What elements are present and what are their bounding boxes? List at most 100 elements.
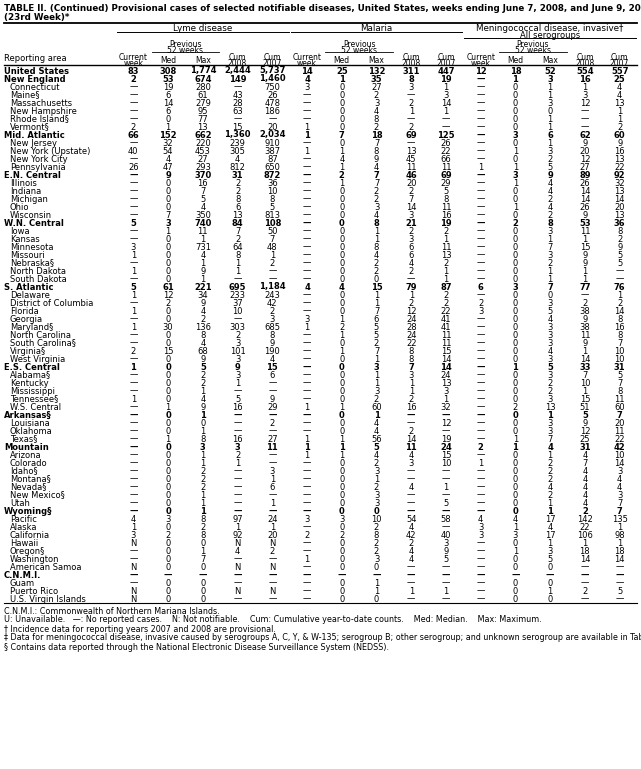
Text: 9: 9 (270, 394, 275, 404)
Text: 5: 5 (444, 187, 449, 195)
Text: 1: 1 (131, 394, 136, 404)
Text: —: — (442, 578, 450, 588)
Text: —: — (233, 507, 242, 515)
Text: 24: 24 (406, 331, 417, 339)
Text: 685: 685 (264, 322, 280, 331)
Text: —: — (407, 411, 415, 420)
Text: 0: 0 (513, 291, 518, 299)
Text: 6: 6 (165, 106, 171, 115)
Text: 243: 243 (264, 291, 280, 299)
Text: 0: 0 (547, 291, 553, 299)
Text: 4: 4 (617, 482, 622, 491)
Text: —: — (129, 482, 138, 491)
Text: 4: 4 (374, 418, 379, 428)
Text: 9: 9 (617, 138, 622, 148)
Text: 0: 0 (165, 467, 171, 475)
Text: 0: 0 (165, 427, 171, 435)
Text: 2008: 2008 (228, 59, 247, 68)
Text: 87: 87 (267, 155, 278, 164)
Text: 53: 53 (579, 218, 591, 228)
Text: 1: 1 (304, 451, 310, 460)
Text: 0: 0 (200, 538, 206, 548)
Text: —: — (476, 338, 485, 348)
Text: 1: 1 (270, 498, 275, 508)
Text: 83: 83 (128, 66, 139, 75)
Text: —: — (303, 106, 312, 115)
Text: 15: 15 (441, 451, 451, 460)
Text: —: — (303, 338, 312, 348)
Text: 0: 0 (513, 258, 518, 268)
Text: —: — (199, 571, 207, 580)
Text: —: — (442, 594, 450, 604)
Text: Colorado: Colorado (10, 458, 47, 468)
Text: 1: 1 (339, 442, 345, 451)
Text: 7: 7 (408, 362, 414, 371)
Text: 1: 1 (304, 147, 310, 155)
Text: 24: 24 (267, 514, 278, 524)
Text: 0: 0 (165, 315, 171, 324)
Text: —: — (129, 554, 138, 564)
Text: 0: 0 (339, 498, 344, 508)
Text: 4: 4 (617, 82, 622, 92)
Text: 557: 557 (611, 66, 628, 75)
Text: 52 weeks: 52 weeks (167, 46, 203, 55)
Text: C.N.M.I.: Commonwealth of Northern Mariana Islands.: C.N.M.I.: Commonwealth of Northern Maria… (4, 607, 220, 615)
Text: N: N (269, 538, 276, 548)
Text: 8: 8 (200, 331, 206, 339)
Text: 4: 4 (374, 451, 379, 460)
Text: 32: 32 (440, 402, 451, 411)
Text: —: — (303, 331, 312, 339)
Text: 0: 0 (339, 202, 344, 211)
Text: 2: 2 (131, 122, 136, 131)
Text: 3: 3 (478, 307, 483, 315)
Text: 0: 0 (165, 498, 171, 508)
Text: 2: 2 (408, 98, 414, 108)
Text: 1,184: 1,184 (259, 282, 286, 291)
Text: 3: 3 (165, 514, 171, 524)
Text: —: — (303, 98, 312, 108)
Text: Previous: Previous (169, 40, 202, 49)
Text: 1: 1 (617, 115, 622, 124)
Text: 8: 8 (444, 195, 449, 204)
Text: 95: 95 (197, 106, 208, 115)
Text: 2: 2 (547, 155, 553, 164)
Text: 48: 48 (267, 242, 278, 251)
Text: —: — (476, 115, 485, 124)
Text: 5: 5 (617, 258, 622, 268)
Text: 28: 28 (232, 98, 243, 108)
Text: 2: 2 (513, 402, 518, 411)
Text: 6: 6 (270, 482, 275, 491)
Text: 40: 40 (441, 531, 451, 540)
Text: —: — (615, 267, 624, 275)
Text: 7: 7 (547, 242, 553, 251)
Text: 2: 2 (582, 507, 588, 515)
Text: —: — (129, 491, 138, 500)
Text: 7: 7 (582, 458, 588, 468)
Text: 13: 13 (197, 122, 208, 131)
Text: 19: 19 (163, 82, 173, 92)
Text: 7: 7 (617, 411, 622, 420)
Text: 0: 0 (513, 347, 518, 355)
Text: 14: 14 (441, 355, 451, 364)
Text: —: — (129, 235, 138, 244)
Text: 3: 3 (547, 427, 553, 435)
Text: 0: 0 (513, 251, 518, 259)
Text: 0: 0 (339, 587, 344, 595)
Text: 31: 31 (232, 171, 244, 179)
Text: Guam: Guam (10, 578, 35, 588)
Text: 84: 84 (232, 218, 244, 228)
Text: —: — (407, 91, 415, 99)
Text: 26: 26 (267, 91, 278, 99)
Text: N: N (235, 538, 241, 548)
Text: 36: 36 (267, 178, 278, 188)
Text: 87: 87 (440, 282, 452, 291)
Text: —: — (303, 227, 312, 235)
Text: 0: 0 (165, 507, 171, 515)
Text: 9: 9 (582, 251, 588, 259)
Text: 15: 15 (232, 122, 243, 131)
Text: 2: 2 (339, 171, 345, 179)
Text: 10: 10 (614, 355, 625, 364)
Text: 54: 54 (163, 147, 173, 155)
Text: 60: 60 (614, 402, 625, 411)
Text: 1: 1 (444, 275, 449, 284)
